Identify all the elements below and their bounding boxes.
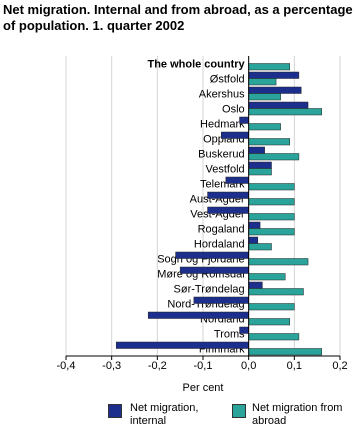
bar — [248, 318, 291, 326]
bar — [248, 138, 291, 146]
bar — [248, 93, 281, 101]
bar — [248, 198, 295, 206]
bar — [248, 303, 295, 311]
bar — [248, 161, 272, 169]
y-tick-label: Hordaland — [194, 238, 245, 250]
y-tick-label: Oslo — [222, 103, 245, 115]
bar — [207, 191, 249, 199]
y-tick-label: Troms — [214, 328, 245, 340]
bar — [248, 281, 263, 289]
bar — [248, 258, 309, 266]
bar — [248, 78, 277, 86]
bar — [248, 101, 309, 109]
bar — [248, 288, 304, 296]
x-tick-label: -0,1 — [194, 360, 213, 372]
y-tick-label: Akershus — [199, 88, 245, 100]
legend-label: Net migration, internal — [130, 402, 199, 427]
bar — [248, 236, 259, 244]
bar — [248, 183, 295, 191]
bar — [248, 153, 300, 161]
bar — [175, 251, 249, 259]
bar — [248, 63, 291, 71]
x-tick-label: 0,1 — [287, 360, 302, 372]
x-tick-label: 0,0 — [241, 360, 256, 372]
bar — [221, 131, 249, 139]
y-tick-label: Østfold — [210, 73, 245, 85]
bar — [248, 243, 272, 251]
bar — [248, 71, 300, 79]
bar — [225, 176, 249, 184]
bar — [248, 108, 322, 116]
legend-swatch — [108, 404, 122, 418]
y-tick-label: Sør-Trøndelag — [174, 283, 245, 295]
bar — [179, 266, 249, 274]
bar — [248, 333, 300, 341]
bar — [248, 123, 281, 131]
x-axis-label: Per cent — [183, 382, 224, 394]
bar — [248, 273, 286, 281]
bar — [207, 206, 249, 214]
x-tick-label: -0,2 — [148, 360, 167, 372]
x-tick-label: 0,2 — [332, 360, 347, 372]
bar — [239, 326, 249, 334]
bar — [248, 86, 302, 94]
x-tick-label: -0,4 — [57, 360, 76, 372]
legend-label: Net migration from abroad — [252, 402, 343, 427]
y-tick-label: Hedmark — [200, 118, 245, 130]
bar — [248, 221, 261, 229]
bar — [239, 116, 249, 124]
bar — [248, 146, 265, 154]
bar — [115, 341, 249, 349]
bar — [248, 228, 295, 236]
x-tick-label: -0,3 — [102, 360, 121, 372]
legend-swatch — [232, 404, 246, 418]
y-tick-label: Vestfold — [206, 163, 245, 175]
bar — [248, 168, 272, 176]
chart-title: Net migration. Internal and from abroad,… — [3, 2, 353, 33]
bar — [193, 296, 249, 304]
y-tick-label: The whole country — [147, 58, 245, 70]
bar — [147, 311, 249, 319]
bar — [248, 213, 295, 221]
y-tick-label: Rogaland — [198, 223, 245, 235]
y-tick-label: Buskerud — [198, 148, 244, 160]
bar — [248, 348, 322, 356]
